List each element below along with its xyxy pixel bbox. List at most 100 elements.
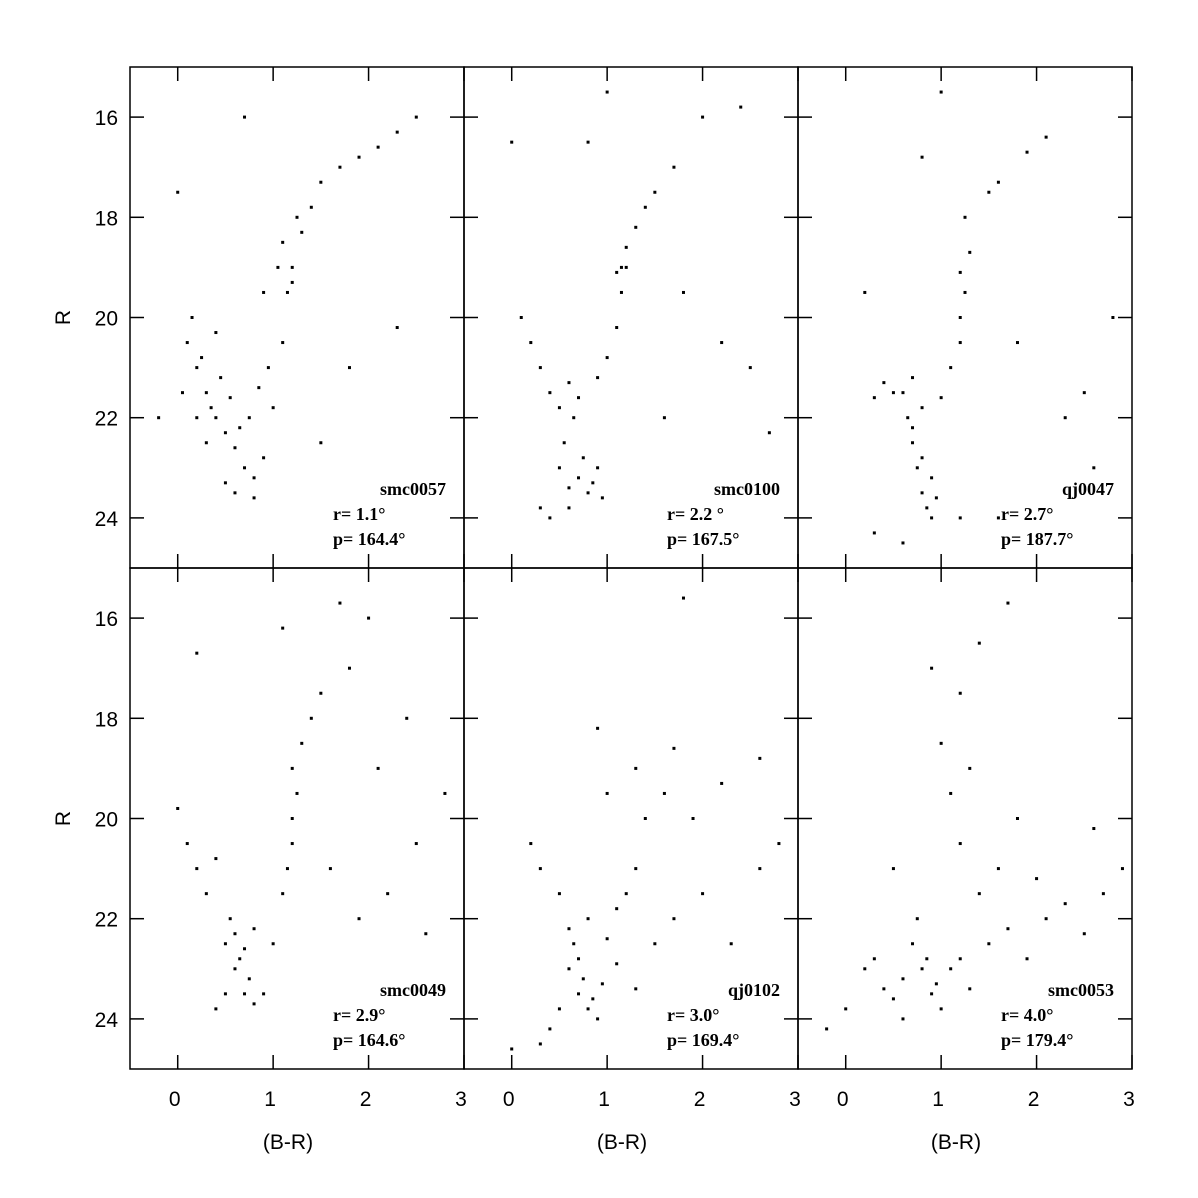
- point: [243, 992, 247, 996]
- point: [1044, 135, 1048, 139]
- point: [939, 90, 943, 94]
- panel-name: smc0100: [714, 479, 780, 499]
- point: [328, 867, 332, 871]
- point: [243, 115, 247, 119]
- point: [1006, 601, 1010, 605]
- point: [538, 1042, 542, 1046]
- point: [844, 1007, 848, 1011]
- point: [180, 391, 184, 395]
- point: [190, 316, 194, 319]
- point: [185, 842, 189, 846]
- point: [285, 867, 289, 871]
- point: [996, 867, 1000, 871]
- point: [567, 927, 571, 931]
- point: [958, 842, 962, 846]
- point: [195, 366, 199, 370]
- point: [891, 391, 895, 395]
- point: [577, 396, 581, 400]
- point: [262, 992, 266, 996]
- point: [233, 932, 237, 936]
- point: [414, 842, 418, 846]
- y-tick-label: 24: [95, 1009, 119, 1032]
- point: [247, 977, 251, 981]
- y-tick-label: 22: [95, 408, 118, 431]
- point: [204, 391, 208, 395]
- point: [596, 1017, 600, 1021]
- point: [338, 165, 342, 169]
- panel-annotation: p= 179.4°: [1001, 1030, 1073, 1050]
- point: [281, 240, 285, 244]
- point: [281, 892, 285, 896]
- point: [214, 416, 218, 420]
- point: [925, 506, 929, 510]
- point: [600, 496, 604, 500]
- point: [262, 290, 266, 294]
- point: [934, 982, 938, 986]
- point: [930, 516, 934, 520]
- point: [1063, 416, 1067, 420]
- point: [615, 326, 619, 330]
- point: [195, 416, 199, 420]
- point: [930, 476, 934, 480]
- panel-annotation: p= 167.5°: [667, 529, 739, 549]
- point: [223, 942, 227, 946]
- point: [891, 997, 895, 1001]
- point: [901, 541, 905, 545]
- point: [538, 506, 542, 510]
- point: [939, 1007, 943, 1011]
- point: [376, 145, 380, 149]
- point: [681, 290, 685, 294]
- point: [577, 957, 581, 961]
- point: [1006, 927, 1010, 931]
- point: [634, 225, 638, 229]
- y-tick-label: 24: [95, 508, 119, 531]
- point: [758, 756, 762, 760]
- point: [548, 391, 552, 395]
- point: [309, 205, 313, 209]
- point: [557, 1007, 561, 1011]
- point: [958, 316, 962, 319]
- point: [662, 416, 666, 420]
- point: [624, 265, 628, 269]
- point: [596, 726, 600, 730]
- point: [615, 962, 619, 966]
- point: [252, 927, 256, 931]
- point: [1025, 150, 1029, 154]
- panel-annotation: p= 169.4°: [667, 1030, 739, 1050]
- point: [906, 416, 910, 420]
- point: [300, 741, 304, 745]
- point: [195, 651, 199, 655]
- point: [701, 115, 705, 119]
- x-tick-label: 0: [837, 1088, 849, 1111]
- point: [767, 431, 771, 435]
- point: [925, 957, 929, 961]
- point: [243, 466, 247, 470]
- point: [572, 416, 576, 420]
- panel-annotation: r= 2.9°: [333, 1005, 385, 1025]
- point: [949, 967, 953, 971]
- panel-annotation: p= 164.6°: [333, 1030, 405, 1050]
- point: [233, 491, 237, 495]
- point: [443, 791, 447, 795]
- point: [295, 215, 299, 219]
- point: [977, 892, 981, 896]
- point: [519, 316, 523, 319]
- point: [619, 265, 623, 269]
- panel-annotation: r= 1.1°: [333, 504, 385, 524]
- point: [204, 441, 208, 445]
- point: [271, 942, 275, 946]
- point: [949, 366, 953, 370]
- point: [987, 942, 991, 946]
- point: [863, 290, 867, 294]
- panel-annotation: r= 2.7°: [1001, 504, 1053, 524]
- y-tick-label: 20: [95, 809, 118, 832]
- point: [634, 987, 638, 991]
- point: [949, 791, 953, 795]
- panel-name: qj0102: [728, 980, 780, 1000]
- point: [538, 366, 542, 370]
- point: [185, 341, 189, 345]
- point: [911, 426, 915, 430]
- point: [228, 917, 232, 921]
- point: [157, 416, 161, 420]
